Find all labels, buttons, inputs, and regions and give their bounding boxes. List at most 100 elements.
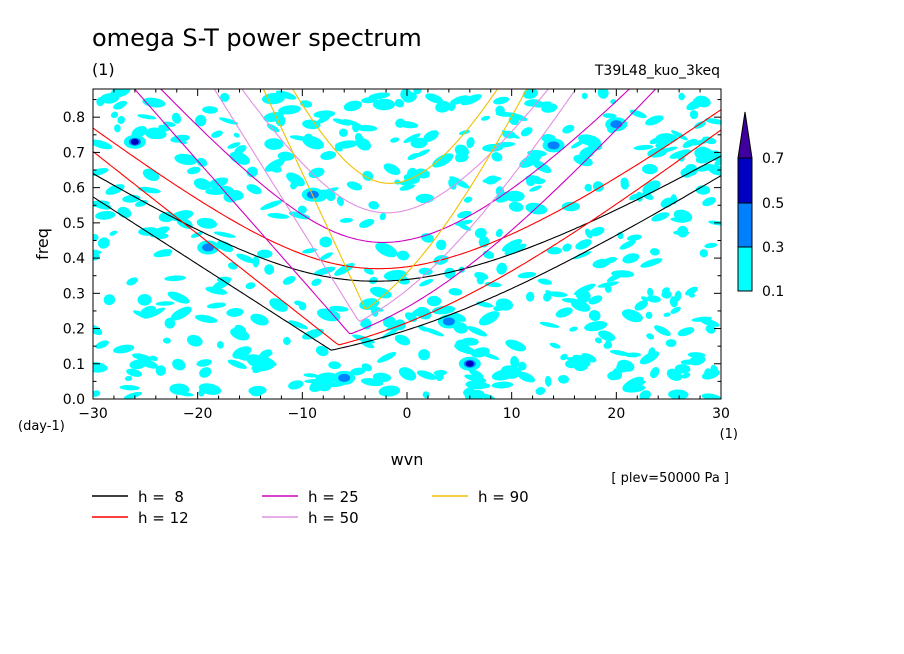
field-blob xyxy=(149,355,158,362)
field-blob xyxy=(677,327,695,337)
field-blob xyxy=(605,340,612,345)
field-blob xyxy=(685,286,698,296)
field-blob xyxy=(377,351,397,363)
field-blob xyxy=(264,158,285,172)
legend-label: h = 12 xyxy=(138,509,189,527)
field-blob xyxy=(466,137,475,149)
y-axis-label: freq xyxy=(33,228,52,260)
field-blob xyxy=(329,305,349,312)
field-blob xyxy=(100,93,119,104)
field-blob xyxy=(113,100,128,110)
field-blob xyxy=(283,336,291,346)
field-blob xyxy=(448,288,463,296)
field-blob xyxy=(410,137,428,149)
field-blob xyxy=(633,144,654,151)
field-blob xyxy=(464,374,487,383)
field-blob xyxy=(289,135,309,141)
field-blob xyxy=(302,119,321,130)
field-blob xyxy=(278,105,301,115)
field-blob xyxy=(326,191,336,202)
field-blob xyxy=(334,140,359,149)
curve-h90-branch-1 xyxy=(262,89,528,310)
field-blob xyxy=(482,250,495,259)
field-blob xyxy=(588,310,601,321)
field-blob xyxy=(681,372,691,379)
legend-label: h = 50 xyxy=(308,509,359,527)
field-blob xyxy=(602,113,617,119)
field-blob xyxy=(139,305,157,318)
field-blob xyxy=(208,177,229,189)
y-tick-label: 0.8 xyxy=(63,110,85,126)
field-blob xyxy=(539,321,560,328)
field-blob xyxy=(465,380,489,390)
field-blob xyxy=(286,172,305,187)
field-blob xyxy=(320,151,337,160)
field-blob xyxy=(95,211,116,220)
field-blob xyxy=(620,179,629,190)
field-blob xyxy=(544,375,552,387)
field-blob xyxy=(343,119,362,127)
field-blob xyxy=(495,228,503,238)
spot-mid xyxy=(202,243,215,252)
field-blob xyxy=(562,243,572,252)
field-blob xyxy=(229,151,250,165)
field-blob xyxy=(432,153,454,168)
field-blob xyxy=(671,130,688,141)
colorbar: 0.7 0.5 0.3 0.1 xyxy=(737,111,784,300)
curve-h12-branch-1 xyxy=(93,129,721,346)
field-blob xyxy=(522,89,538,99)
field-blob xyxy=(361,363,373,372)
field-blob xyxy=(303,373,319,378)
field-blob xyxy=(457,210,472,219)
field-blob xyxy=(419,278,434,287)
field-blob xyxy=(525,291,535,302)
field-blob xyxy=(517,271,537,279)
field-blob xyxy=(137,293,152,306)
field-blob xyxy=(592,181,604,192)
field-blob xyxy=(435,371,444,381)
field-blob xyxy=(449,95,470,105)
field-blob xyxy=(174,153,198,166)
field-blob xyxy=(460,94,482,106)
field-blob xyxy=(415,193,435,204)
field-blob xyxy=(508,201,524,212)
field-blob xyxy=(132,353,152,362)
field-blob xyxy=(529,185,542,192)
y-tick-label: 0.0 xyxy=(63,392,85,408)
field-blob xyxy=(649,136,663,145)
y-unit-label: (day-1) xyxy=(18,419,65,434)
y-tick-label: 0.1 xyxy=(63,357,85,373)
spot-mid xyxy=(442,317,455,326)
field-blob xyxy=(639,390,651,399)
field-blob xyxy=(350,367,366,376)
field-blob xyxy=(93,324,103,336)
curve-h50-branch-1 xyxy=(213,89,577,323)
field-blob xyxy=(476,274,485,285)
field-blob xyxy=(93,200,112,210)
field-blob xyxy=(457,223,471,231)
field-blob xyxy=(495,191,513,203)
field-blob xyxy=(645,311,653,319)
field-blob xyxy=(339,128,348,137)
field-blob xyxy=(666,368,683,381)
field-blob xyxy=(624,352,641,358)
field-blob xyxy=(356,124,378,132)
field-blob xyxy=(372,372,392,382)
field-blob xyxy=(169,383,190,395)
field-blob xyxy=(435,239,447,251)
field-blob xyxy=(93,234,99,242)
field-blob xyxy=(418,349,430,361)
field-blob xyxy=(493,96,510,105)
field-blob xyxy=(126,277,138,286)
curve-h50-branch-0 xyxy=(241,89,550,214)
field-blob xyxy=(519,153,542,168)
field-blob xyxy=(103,294,116,306)
y-axis: 0.0 0.1 0.2 0.3 0.4 0.5 0.6 0.7 0.8 xyxy=(63,99,721,408)
field-blob xyxy=(668,389,689,399)
curve-h8-branch-0 xyxy=(93,155,721,282)
field-blob xyxy=(288,211,311,220)
field-blob xyxy=(114,124,121,133)
legend-label: h = 90 xyxy=(478,488,529,506)
field-blob xyxy=(505,339,527,352)
